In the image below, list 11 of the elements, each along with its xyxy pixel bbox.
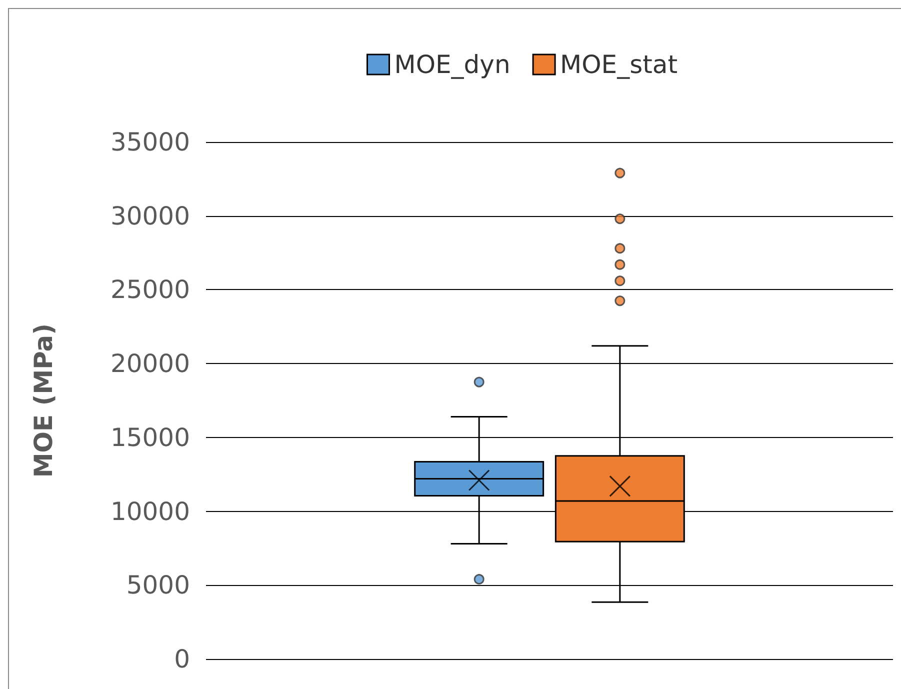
y-tick-label: 30000 (110, 201, 190, 230)
y-tick-label: 25000 (110, 275, 190, 304)
y-tick-label: 15000 (110, 422, 190, 452)
y-tick-label: 20000 (110, 349, 190, 378)
y-tick-label: 35000 (110, 128, 190, 156)
y-tick-label: 5000 (126, 570, 190, 600)
legend-label: MOE_stat (560, 50, 678, 79)
y-axis-title: MOE (MPa) (29, 323, 58, 478)
y-tick-label: 10000 (110, 496, 190, 526)
y-tick-label: 0 (174, 644, 190, 674)
legend-label: MOE_dyn (394, 50, 510, 79)
